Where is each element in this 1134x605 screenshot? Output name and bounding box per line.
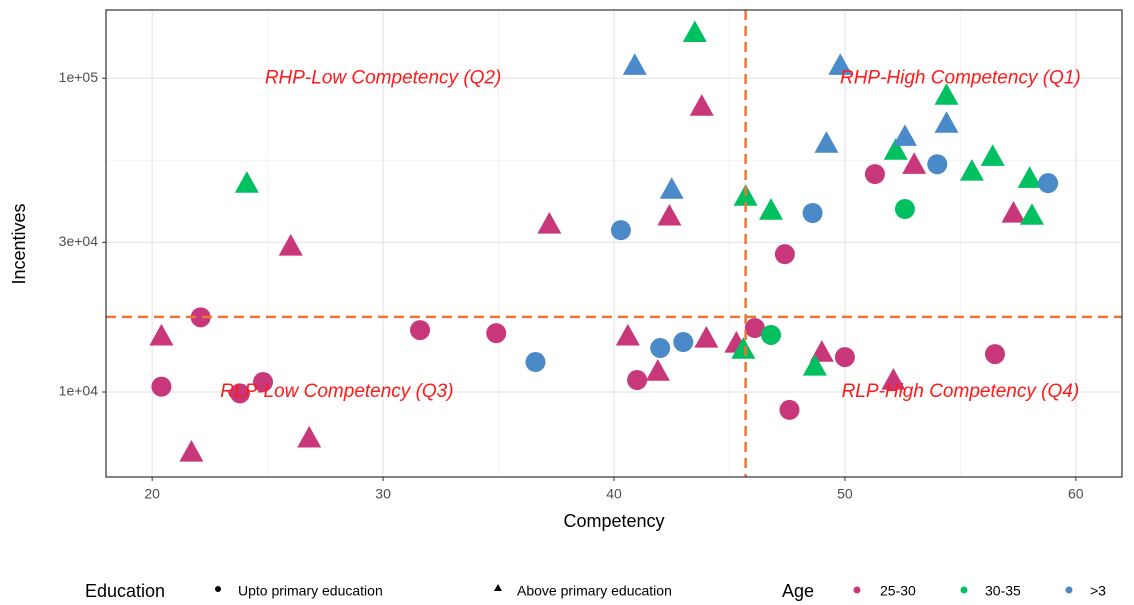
point xyxy=(659,177,684,199)
point xyxy=(744,318,765,339)
legend-marker xyxy=(853,586,861,594)
point xyxy=(934,111,959,133)
legend-marker xyxy=(215,586,221,592)
y-tick-label: 1e+05 xyxy=(59,69,99,85)
point xyxy=(622,53,647,75)
point xyxy=(883,138,908,160)
point xyxy=(985,344,1005,365)
point xyxy=(894,199,915,220)
point xyxy=(682,20,707,42)
y-axis-title: Incentives xyxy=(9,203,29,284)
point xyxy=(650,338,671,359)
point xyxy=(902,152,927,174)
point xyxy=(297,425,322,448)
point xyxy=(253,372,274,393)
legend-marker xyxy=(960,586,968,594)
point xyxy=(615,323,640,346)
point xyxy=(525,352,546,373)
point xyxy=(149,323,174,346)
point xyxy=(278,233,303,256)
x-axis-title: Competency xyxy=(563,511,664,531)
point xyxy=(802,354,827,376)
point xyxy=(834,347,855,368)
legend-label: Above primary education xyxy=(517,583,672,599)
y-tick-label: 1e+04 xyxy=(59,383,99,399)
point xyxy=(1001,200,1026,223)
point xyxy=(486,323,507,344)
point xyxy=(774,244,795,265)
point xyxy=(779,399,800,420)
x-tick-label: 30 xyxy=(375,486,391,502)
point xyxy=(190,307,211,328)
point xyxy=(731,337,756,359)
x-tick-label: 40 xyxy=(606,486,622,502)
point xyxy=(881,368,906,390)
legend-label: >3 xyxy=(1090,583,1106,599)
point xyxy=(814,131,839,153)
point xyxy=(627,370,648,391)
legend-title: Age xyxy=(782,581,814,601)
point xyxy=(761,324,782,345)
legend-title: Education xyxy=(85,581,165,601)
point xyxy=(1019,203,1044,225)
point xyxy=(980,144,1005,166)
x-tick-label: 20 xyxy=(144,486,160,502)
point xyxy=(1017,166,1042,188)
point xyxy=(537,212,562,234)
legend-label: 30-35 xyxy=(985,583,1021,599)
point xyxy=(927,154,948,175)
legend-marker xyxy=(494,584,502,591)
annotation: RLP-Low Competency (Q3) xyxy=(220,381,453,402)
point xyxy=(1038,173,1059,194)
legend-label: 25-30 xyxy=(880,583,916,599)
point xyxy=(151,376,172,397)
point xyxy=(802,202,823,223)
annotation: RHP-High Competency (Q1) xyxy=(840,67,1081,88)
point xyxy=(673,332,694,353)
x-tick-label: 50 xyxy=(837,486,853,502)
point xyxy=(828,53,853,75)
point xyxy=(864,164,885,185)
annotation: RHP-Low Competency (Q2) xyxy=(265,67,502,88)
legend-marker xyxy=(1065,586,1073,594)
point xyxy=(179,439,204,462)
point xyxy=(892,124,917,146)
point xyxy=(657,203,682,226)
point xyxy=(759,198,784,220)
point xyxy=(959,159,984,181)
point xyxy=(645,359,670,381)
panel-border xyxy=(105,9,1123,478)
legend-label: Upto primary education xyxy=(238,583,383,599)
point xyxy=(234,171,259,193)
annotation: RLP-High Competency (Q4) xyxy=(842,381,1080,402)
point xyxy=(934,83,959,105)
point xyxy=(689,94,714,116)
point xyxy=(229,383,250,404)
point xyxy=(410,320,431,341)
y-tick-label: 3e+04 xyxy=(59,233,99,249)
x-tick-label: 60 xyxy=(1068,486,1084,502)
point xyxy=(610,220,631,241)
point xyxy=(694,326,719,348)
